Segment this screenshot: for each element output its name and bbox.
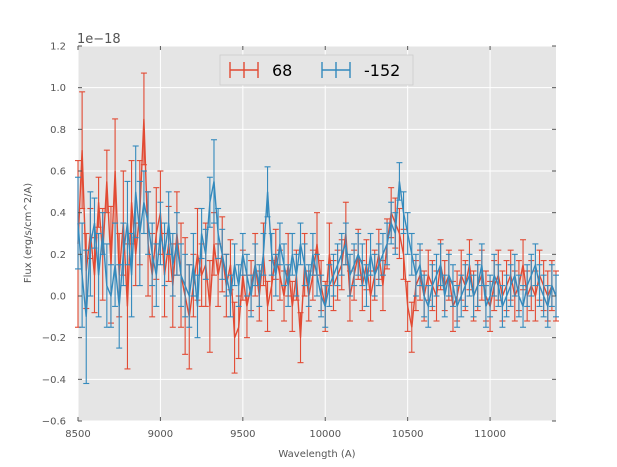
series-line bbox=[77, 181, 557, 317]
series-layer bbox=[75, 72, 559, 385]
legend-label: 68 bbox=[272, 61, 292, 80]
y-tick-label: −0.6 bbox=[42, 417, 66, 428]
legend-entry-1: 68 bbox=[229, 61, 292, 80]
y-tick-label: 1.2 bbox=[50, 42, 66, 53]
series-2 bbox=[75, 139, 559, 385]
x-tick-label: 8500 bbox=[65, 429, 90, 440]
y-tick-label: 0.8 bbox=[50, 125, 66, 136]
x-tick-label: 9500 bbox=[230, 429, 255, 440]
y-tick-label: 1.0 bbox=[50, 83, 66, 94]
x-tick-label: 9000 bbox=[148, 429, 173, 440]
y-tick-label: 0.6 bbox=[50, 167, 66, 178]
y-axis-label: Flux (erg/s/cm^2/A) bbox=[23, 183, 34, 283]
y-tick-label: −0.4 bbox=[42, 375, 66, 386]
y-tick-label: 0.4 bbox=[50, 208, 66, 219]
x-axis-label: Wavelength (A) bbox=[278, 449, 355, 460]
axis-ticks: 8500 9000 9500 10000 10500 11000 −0.6 −0.4 −0.2 0… bbox=[42, 42, 556, 440]
legend: 68 -152 bbox=[219, 54, 414, 86]
legend-entry-2: -152 bbox=[321, 61, 400, 80]
x-tick-label: 11000 bbox=[474, 429, 506, 440]
y-offset-label: 1e−18 bbox=[77, 32, 121, 47]
x-tick-label: 10000 bbox=[309, 429, 341, 440]
y-tick-label: 0.0 bbox=[50, 292, 66, 303]
legend-label: -152 bbox=[364, 61, 400, 80]
y-tick-label: 0.2 bbox=[50, 250, 66, 261]
x-tick-label: 10500 bbox=[392, 429, 424, 440]
y-tick-label: −0.2 bbox=[42, 333, 66, 344]
